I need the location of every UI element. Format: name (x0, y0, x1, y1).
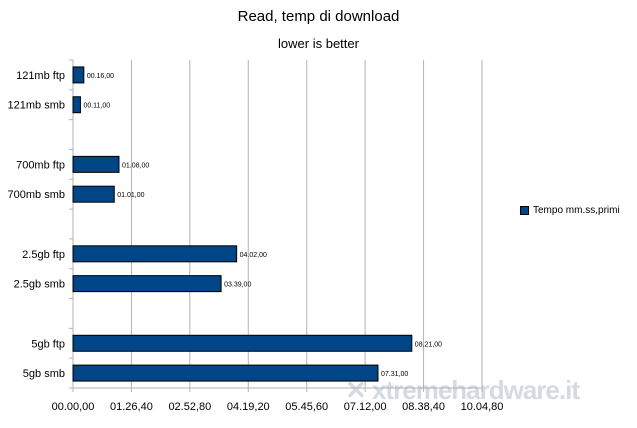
category-label: 2.5gb ftp (22, 249, 65, 261)
x-tick-label: 04.19,20 (227, 401, 270, 413)
data-label: 03.39,00 (224, 282, 251, 289)
legend-label: Tempo mm.ss,primi (533, 205, 620, 216)
x-tick-label: 01.26,40 (110, 401, 153, 413)
category-label: 121mb ftp (16, 70, 65, 82)
data-label: 00.16,00 (87, 73, 114, 80)
legend-swatch (520, 206, 529, 215)
bar (72, 96, 81, 114)
x-tick-label: 00.00,00 (52, 401, 95, 413)
category-label: 700mb smb (8, 189, 65, 201)
data-label: 01.01,00 (117, 192, 144, 199)
data-label: 04.02,00 (240, 252, 267, 259)
x-tick-label: 08.38,40 (402, 401, 445, 413)
bar (72, 185, 115, 203)
data-label: 07.31,00 (381, 371, 408, 378)
x-tick-label: 05.45,60 (285, 401, 328, 413)
bar (72, 334, 413, 352)
legend: Tempo mm.ss,primi (520, 205, 620, 216)
category-label: 2.5gb smb (14, 279, 65, 291)
watermark-logo: ✕ xtremehardware.it (345, 375, 580, 405)
x-tick-label: 10.04,80 (461, 401, 504, 413)
bar (72, 364, 379, 382)
chart-title: Read, temp di download (237, 8, 400, 25)
data-label: 00.11,00 (83, 103, 110, 110)
x-tick-label: 02.52,80 (168, 401, 211, 413)
bar (72, 66, 85, 84)
category-label: 700mb ftp (16, 159, 65, 171)
bar (72, 275, 222, 293)
category-label: 5gb ftp (31, 338, 65, 350)
bar (72, 155, 120, 173)
category-label: 5gb smb (23, 368, 65, 380)
data-label: 08.21,00 (415, 341, 442, 348)
data-label: 01.08,00 (122, 162, 149, 169)
chart-subtitle: lower is better (278, 36, 359, 51)
category-label: 121mb smb (8, 100, 65, 112)
x-tick-label: 07.12,00 (344, 401, 387, 413)
bar (72, 245, 238, 263)
